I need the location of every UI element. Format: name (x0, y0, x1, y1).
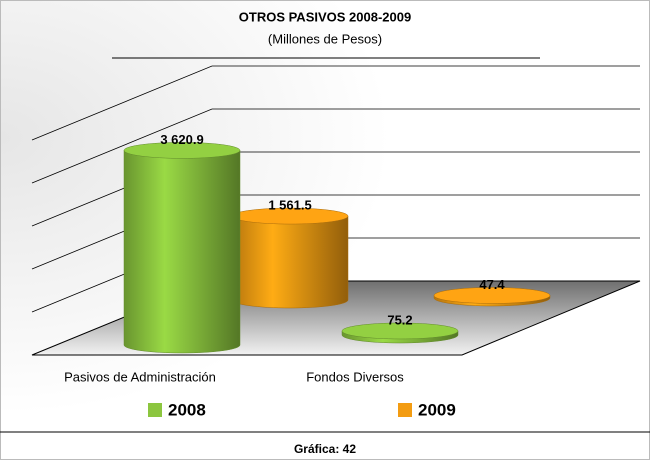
legend-swatch (148, 403, 162, 417)
value-label: 75.2 (387, 312, 412, 327)
x-tick-label: Pasivos de Administración (64, 369, 216, 384)
legend-label: 2009 (418, 400, 456, 419)
cylinder (124, 150, 240, 353)
cylinder (232, 216, 348, 308)
chart: OTROS PASIVOS 2008-2009 (Millones de Pes… (0, 0, 650, 460)
value-label: 3 620.9 (160, 132, 203, 147)
x-tick-label: Fondos Diversos (306, 369, 404, 384)
footer: Gráfica: 42 (294, 442, 356, 456)
value-label: 1 561.5 (268, 198, 311, 213)
value-label: 47.4 (479, 277, 505, 292)
chart-title: OTROS PASIVOS 2008-2009 (239, 9, 411, 24)
legend-label: 2008 (168, 400, 206, 419)
legend-swatch (398, 403, 412, 417)
chart-subtitle: (Millones de Pesos) (268, 31, 382, 46)
